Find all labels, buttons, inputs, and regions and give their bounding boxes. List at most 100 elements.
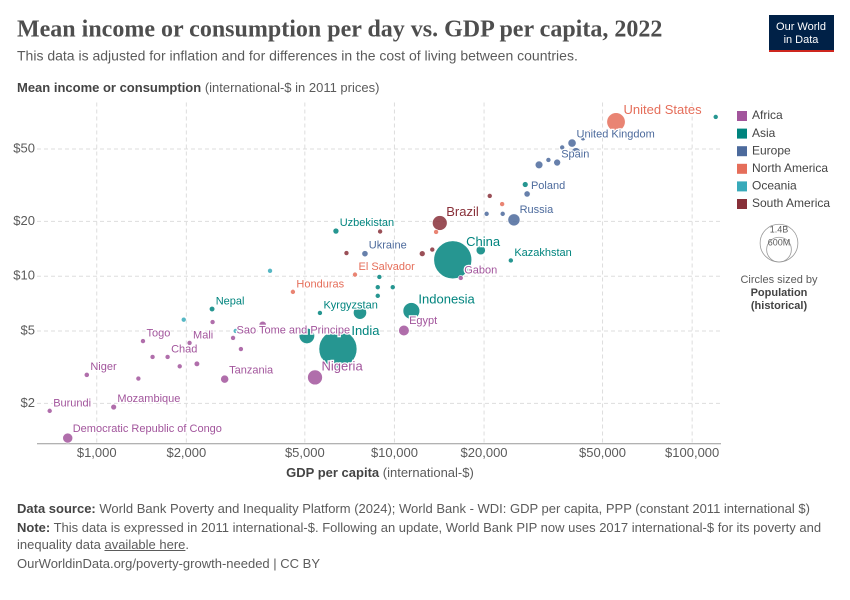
bubble — [433, 240, 473, 280]
bubble — [374, 284, 381, 291]
bubble — [433, 229, 439, 235]
point-label: India — [351, 323, 380, 338]
bubble — [374, 293, 381, 299]
bubble — [193, 360, 200, 367]
y-tick-label: $2 — [21, 395, 35, 410]
footer: Data source: World Bank Poverty and Ineq… — [17, 500, 827, 574]
logo-text: in Data — [784, 34, 820, 46]
point-label: El Salvador — [358, 261, 415, 273]
point-label: United States — [624, 102, 703, 117]
point-label: Ukraine — [369, 240, 407, 252]
bubble — [352, 271, 358, 278]
point-label: Tanzania — [229, 365, 274, 377]
bubble — [486, 193, 493, 199]
size-legend-measure: Population — [751, 287, 808, 299]
x-tick-label: $2,000 — [166, 445, 206, 460]
bubble — [429, 246, 436, 253]
bubble — [483, 211, 490, 217]
labels: India China United States Indonesia Nigeria B… — [52, 101, 830, 437]
legend-swatch — [737, 181, 747, 192]
logo-underline — [769, 50, 834, 52]
x-tick-label: $20,000 — [461, 445, 508, 460]
y-tick-label: $10 — [13, 268, 35, 283]
size-legend-circle — [766, 236, 792, 263]
chart-title: Mean income or consumption per day vs. G… — [17, 17, 662, 43]
y-axis-label-bold: Mean income or consumption — [17, 80, 201, 95]
point-label: Nepal — [216, 295, 245, 307]
note-link[interactable]: available here — [104, 537, 186, 552]
legend-swatch — [737, 128, 747, 139]
point-label: China — [466, 234, 501, 249]
bubble — [534, 160, 544, 170]
bubble — [318, 329, 358, 369]
x-axis-label-bold: GDP per capita — [286, 465, 380, 480]
bubble — [186, 340, 193, 346]
point-label: Spain — [561, 148, 589, 160]
legend-label: North America — [752, 161, 828, 175]
bubble — [209, 319, 216, 325]
legend-swatch — [737, 199, 747, 209]
legend-label: Oceania — [752, 179, 797, 193]
bubble — [376, 274, 383, 280]
y-tick-label: $5 — [21, 322, 35, 337]
point-label: Niger — [90, 361, 117, 373]
bubble — [457, 275, 464, 281]
size-legend-note: (historical) — [751, 300, 808, 312]
bubble — [353, 305, 367, 320]
x-tick-label: $1,000 — [77, 445, 117, 460]
legend-label: Europe — [752, 143, 791, 157]
point-label: Mozambique — [117, 393, 180, 405]
bubble — [238, 346, 244, 352]
bubble — [343, 250, 350, 256]
note-label: Note: — [17, 520, 51, 535]
bubble — [83, 371, 90, 378]
bubble — [389, 284, 396, 291]
bubble — [46, 408, 53, 414]
bubble — [402, 302, 421, 320]
bubble — [317, 310, 323, 316]
legend-label: Africa — [752, 108, 783, 122]
bubble — [419, 250, 426, 257]
bubble — [432, 215, 448, 231]
url: OurWorldinData.org/poverty-growth-needed… — [17, 555, 827, 572]
x-tick-label: $10,000 — [371, 445, 418, 460]
bubble — [508, 257, 514, 264]
point-label: Nigeria — [321, 358, 363, 373]
point-label: Mali — [193, 329, 213, 341]
logo-box — [769, 15, 834, 52]
legend-swatch — [737, 163, 747, 174]
grid: $2 $5 $10 $20 $50 $1,000 $2,000 $5,000 $10,000 $2… — [13, 102, 721, 460]
size-legend-title: Circles sized by — [740, 274, 818, 286]
bubble — [361, 250, 369, 258]
x-tick-label: $50,000 — [579, 445, 626, 460]
bubble — [377, 228, 383, 235]
bubble — [475, 245, 486, 256]
logo-text: Our World — [776, 21, 826, 33]
source-text: World Bank Poverty and Inequality Platfo… — [99, 501, 810, 516]
bubble — [606, 112, 626, 132]
bubble — [499, 201, 505, 207]
bubble — [559, 144, 565, 151]
bubble — [580, 135, 586, 142]
bubble — [267, 268, 273, 274]
point-label: Kyrgyzstan — [323, 299, 377, 311]
bubble — [164, 354, 171, 360]
point-label: Chad — [171, 343, 197, 355]
note: Note: This data is expressed in 2011 int… — [17, 519, 827, 553]
x-tick-label: $5,000 — [285, 445, 325, 460]
chart-subtitle: This data is adjusted for inflation and … — [17, 48, 578, 64]
bubble — [230, 335, 236, 341]
legend-label: Asia — [752, 126, 776, 140]
bubble — [522, 181, 529, 188]
point-label: Poland — [531, 180, 565, 192]
point-label: Kazakhstan — [514, 247, 571, 259]
bubble — [220, 374, 230, 384]
bubble — [398, 324, 410, 337]
point-label: Democratic Republic of Congo — [73, 423, 222, 435]
bubble — [499, 211, 506, 217]
legend-swatch — [737, 111, 747, 121]
bubble — [642, 106, 648, 112]
y-axis-label-rest: (international-$ in 2011 prices) — [205, 80, 380, 95]
point-label: Uzbekistan — [340, 217, 394, 229]
y-axis-label: Mean income or consumption (internationa… — [17, 80, 379, 95]
